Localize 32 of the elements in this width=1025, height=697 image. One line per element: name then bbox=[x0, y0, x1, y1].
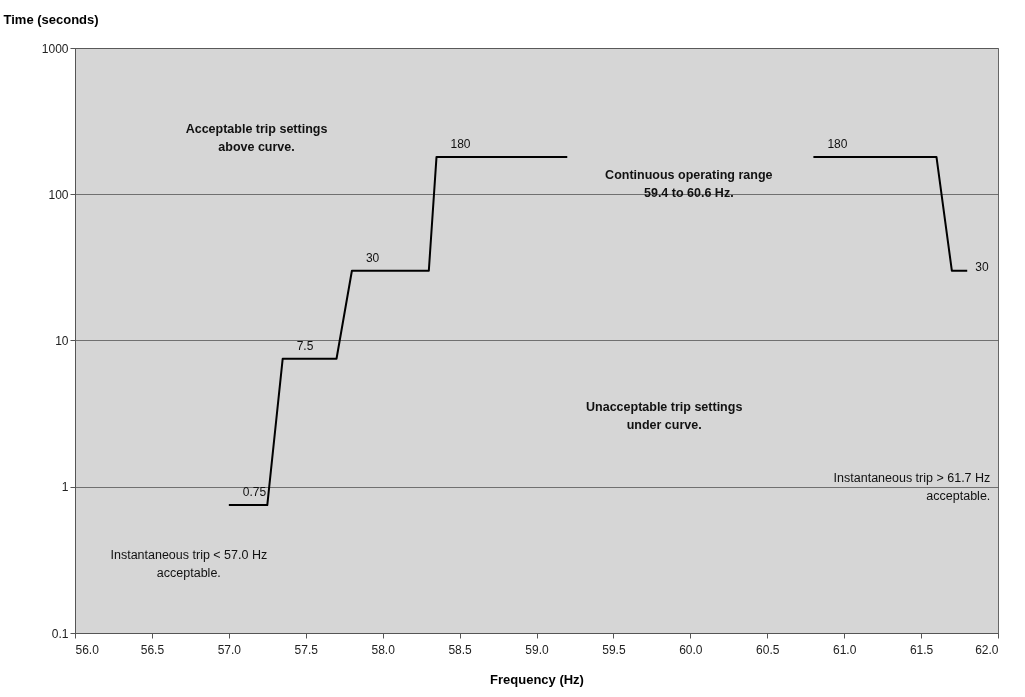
x-tick-label: 62.0 bbox=[975, 642, 999, 657]
annotation: Acceptable trip settings above curve. bbox=[185, 121, 328, 154]
x-tick-label: 60.0 bbox=[679, 642, 703, 657]
data-label: 180 bbox=[827, 136, 848, 151]
x-tick-label: 57.0 bbox=[217, 642, 242, 657]
y-tick-label: 1 bbox=[61, 480, 69, 495]
data-label: 0.75 bbox=[242, 485, 267, 500]
annotation: Instantaneous trip > 61.7 Hz acceptable. bbox=[833, 470, 991, 503]
data-label: 30 bbox=[365, 250, 380, 265]
x-tick-label: 60.5 bbox=[756, 642, 780, 657]
y-tick-label: 10 bbox=[55, 334, 69, 348]
x-axis-title: Frequency (Hz) bbox=[490, 671, 584, 687]
y-axis-title: Time (seconds) bbox=[3, 11, 99, 27]
x-tick-label: 58.5 bbox=[448, 642, 473, 657]
data-label: 7.5 bbox=[296, 338, 314, 353]
data-label: 180 bbox=[450, 136, 471, 151]
y-tick-label: 1000 bbox=[41, 41, 69, 56]
x-tick-label: 56.5 bbox=[140, 642, 165, 657]
x-tick-label: 59.5 bbox=[602, 642, 626, 657]
annotation: Continuous operating range 59.4 to 60.6 Hz. bbox=[605, 168, 773, 201]
data-label: 30 bbox=[975, 259, 989, 274]
x-tick-label: 57.5 bbox=[294, 642, 319, 657]
x-tick-label: 56.0 bbox=[75, 642, 100, 657]
y-tick-label: 100 bbox=[48, 187, 69, 202]
line-series bbox=[227, 155, 569, 507]
x-tick-label: 61.0 bbox=[832, 642, 857, 657]
x-tick-label: 61.5 bbox=[909, 642, 934, 657]
y-tick-label: 0.1 bbox=[51, 626, 69, 641]
x-tick-label: 58.0 bbox=[371, 642, 396, 657]
annotation: Instantaneous trip < 57.0 Hz acceptable. bbox=[110, 548, 268, 581]
annotation: Unacceptable trip settings under curve. bbox=[586, 400, 743, 433]
x-tick-label: 59.0 bbox=[525, 642, 549, 657]
